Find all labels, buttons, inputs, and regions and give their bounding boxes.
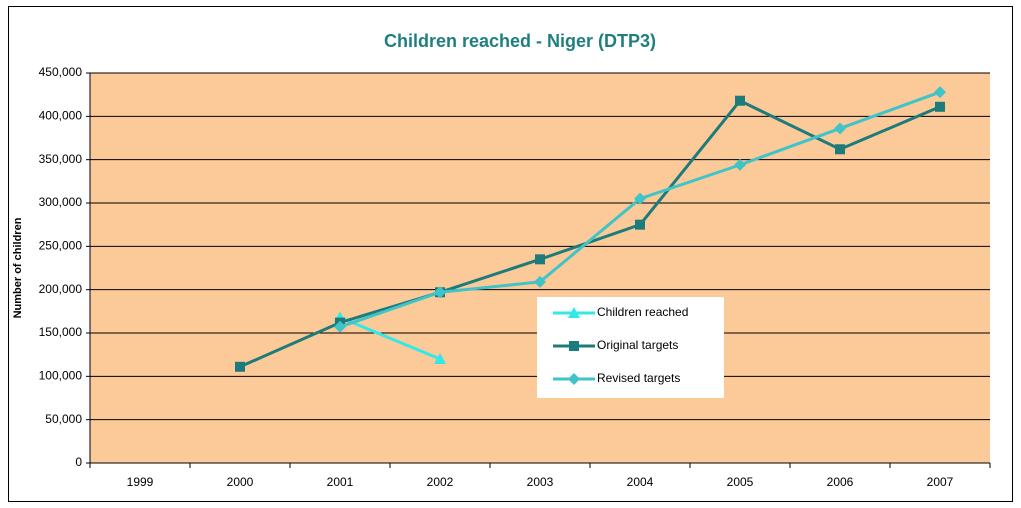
plot-area (90, 73, 990, 463)
y-tick-label: 200,000 (39, 282, 83, 296)
marker (535, 254, 545, 265)
y-tick-label: 400,000 (39, 109, 83, 123)
series-line (339, 316, 441, 361)
marker (568, 307, 580, 318)
marker (235, 361, 245, 372)
y-tick-label: 0 (75, 455, 82, 469)
y-axis-label: Number of children (12, 217, 24, 318)
x-tick-label: 2004 (627, 475, 654, 489)
marker (935, 101, 945, 112)
marker (569, 341, 579, 351)
x-tick-label: 2007 (927, 475, 954, 489)
y-tick-label: 250,000 (39, 239, 83, 253)
marker (534, 275, 546, 288)
x-tick-label: 2000 (227, 475, 254, 489)
y-tick-label: 100,000 (39, 369, 83, 383)
marker (634, 192, 646, 205)
marker (334, 320, 346, 333)
marker (568, 373, 580, 385)
y-tick-label: 150,000 (39, 325, 83, 339)
legend-label: Original targets (597, 338, 678, 352)
y-tick-label: 450,000 (39, 65, 83, 79)
marker (735, 95, 745, 106)
legend-label: Revised targets (597, 371, 680, 385)
x-tick-label: 2005 (727, 475, 754, 489)
y-tick-label: 300,000 (39, 195, 83, 209)
x-tick-label: 2002 (427, 475, 454, 489)
marker (835, 144, 845, 155)
legend-label: Children reached (597, 305, 688, 319)
y-tick-label: 50,000 (45, 412, 82, 426)
x-tick-label: 2001 (327, 475, 354, 489)
marker (834, 122, 846, 135)
x-tick-label: 1999 (127, 475, 154, 489)
y-tick-label: 350,000 (39, 152, 83, 166)
marker (434, 286, 446, 299)
marker (934, 86, 946, 99)
x-tick-label: 2003 (527, 475, 554, 489)
marker (434, 353, 446, 364)
marker (734, 158, 746, 171)
x-tick-label: 2006 (827, 475, 854, 489)
marker (635, 219, 645, 230)
chart-title: Children reached - Niger (DTP3) (384, 31, 656, 51)
